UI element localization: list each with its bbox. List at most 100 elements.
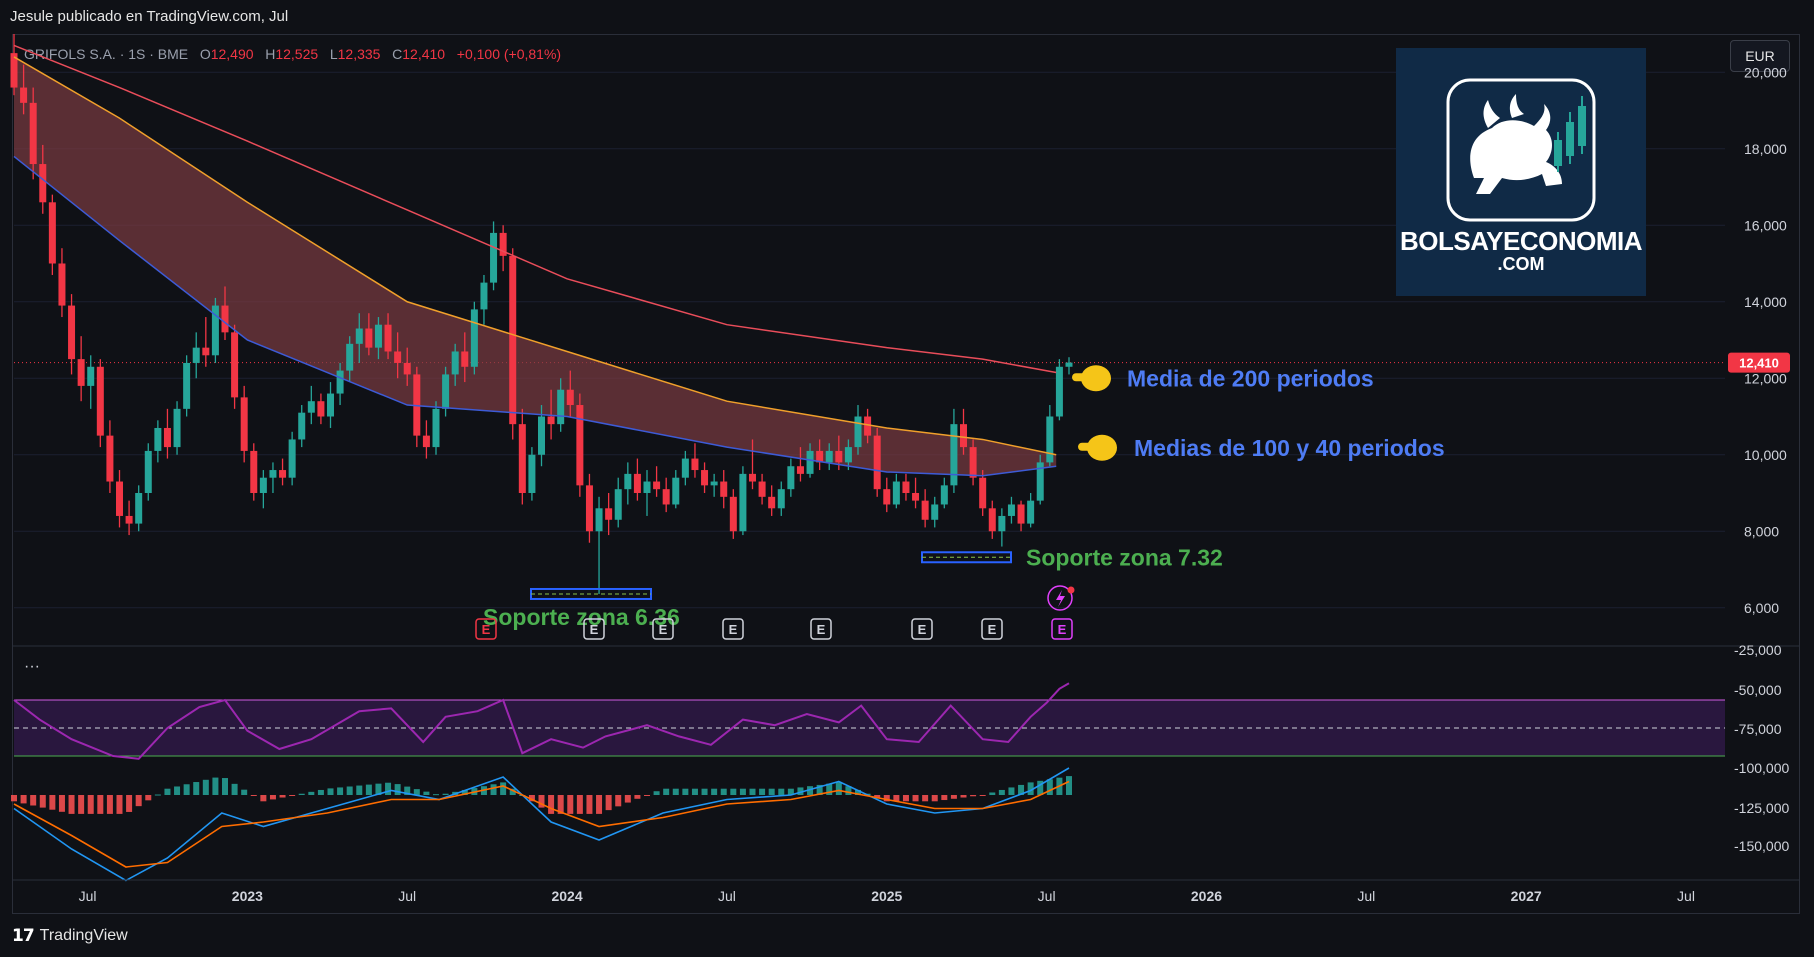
macd-histogram-bar	[672, 788, 679, 795]
macd-histogram-bar	[567, 795, 574, 814]
hand-palm	[1087, 434, 1117, 461]
macd-histogram-bar	[989, 792, 996, 795]
candle	[96, 359, 104, 448]
candle	[835, 435, 843, 471]
candle	[307, 385, 315, 425]
high-label: H	[265, 46, 276, 62]
macd-histogram-bar	[576, 795, 583, 814]
candle-body	[298, 412, 306, 440]
macd-histogram-bar	[768, 788, 775, 795]
macd-histogram-bar	[998, 789, 1005, 795]
macd-histogram-bar	[883, 795, 890, 802]
macd-histogram-bar	[346, 786, 353, 795]
candle	[624, 462, 632, 505]
x-tick-label: Jul	[1038, 888, 1056, 904]
candle	[10, 34, 18, 96]
candle-body	[950, 424, 958, 486]
candle-body	[796, 466, 804, 474]
macd-histogram-bar	[874, 795, 881, 798]
support-zone-732	[921, 551, 1012, 564]
candle	[1065, 357, 1073, 375]
candle	[144, 443, 152, 501]
rsi-layer	[13, 682, 1725, 760]
macd-histogram-bar	[183, 784, 190, 795]
candle-body	[557, 389, 565, 425]
candle-body	[96, 366, 104, 436]
candle-body	[758, 481, 766, 497]
candle-body	[576, 405, 584, 486]
macd-histogram-bar	[605, 795, 612, 811]
footer-brand: TradingView	[39, 927, 128, 944]
macd-histogram-bar	[164, 788, 171, 795]
candle	[240, 385, 248, 463]
candle	[192, 332, 200, 379]
macd-histogram-bar	[433, 794, 439, 796]
candle-body	[144, 450, 152, 493]
candle-body	[614, 489, 622, 520]
macd-histogram-bar	[663, 788, 670, 795]
macd-histogram-bar	[509, 788, 516, 795]
x-tick-label: 2025	[871, 888, 902, 904]
macd-histogram-bar	[557, 795, 564, 814]
candle-body	[1065, 362, 1073, 367]
candle	[346, 336, 354, 383]
candle	[710, 473, 718, 497]
macd-histogram-bar	[222, 778, 228, 795]
macd-histogram-bar	[193, 782, 200, 795]
footer-branding[interactable]: 𝟭𝟳 TradingView	[12, 926, 128, 946]
y-tick-label: 16,000	[1744, 217, 1787, 233]
macd-histogram-bar	[1046, 779, 1053, 795]
candle-body	[988, 508, 996, 532]
candle-body	[566, 389, 574, 406]
candle-body	[605, 508, 613, 520]
candle-body	[902, 481, 910, 493]
candle	[883, 477, 891, 513]
candle-body	[231, 332, 239, 398]
earnings-box	[583, 618, 605, 640]
candle-body	[29, 102, 37, 165]
candle	[365, 313, 373, 356]
macd-histogram-bar	[174, 786, 181, 795]
macd-histogram-bar	[835, 782, 842, 795]
macd-histogram-bar	[231, 783, 238, 795]
candle	[691, 443, 699, 478]
flash-dot	[1067, 586, 1075, 594]
candle	[585, 473, 593, 543]
symbol-name: GRIFOLS S.A. · 1S · BME	[24, 46, 189, 62]
indicator-menu-button[interactable]: ···	[24, 658, 40, 675]
candle-body	[327, 393, 334, 417]
candle-body	[451, 351, 459, 375]
candle	[538, 405, 545, 467]
candle-body	[116, 481, 123, 516]
candle	[250, 443, 258, 501]
candle-body	[211, 305, 219, 356]
candle-body	[336, 370, 344, 394]
open-value: 12,490	[210, 46, 254, 62]
macd-histogram-bar	[797, 787, 804, 795]
candle	[231, 324, 239, 409]
indicator-axis-label: -100,000	[1734, 760, 1789, 776]
macd-histogram-bar	[653, 791, 660, 795]
close-value: 12,410	[402, 46, 446, 62]
currency-button[interactable]: EUR	[1730, 40, 1790, 72]
candle	[509, 248, 517, 440]
signal-line	[13, 780, 1070, 868]
hand-finger	[1078, 442, 1102, 451]
annotation-support-732: Soporte zona 7.32	[1026, 544, 1223, 570]
candle	[39, 144, 47, 214]
candle	[1007, 496, 1015, 524]
candle-body	[499, 232, 507, 256]
candle	[336, 362, 344, 406]
candle	[48, 194, 56, 275]
symbol-legend[interactable]: GRIFOLS S.A. · 1S · BME O12,490 H12,525 …	[24, 46, 561, 62]
candle	[931, 496, 939, 528]
macd-histogram-bar	[691, 788, 698, 795]
candle	[912, 477, 920, 509]
candle-body	[20, 87, 28, 103]
macd-histogram-bar	[260, 795, 267, 802]
y-tick-label: 8,000	[1744, 523, 1779, 539]
candle	[374, 317, 382, 360]
macd-histogram-bar	[87, 795, 94, 814]
candle	[1027, 493, 1035, 528]
earnings-letter: E	[1058, 622, 1067, 637]
